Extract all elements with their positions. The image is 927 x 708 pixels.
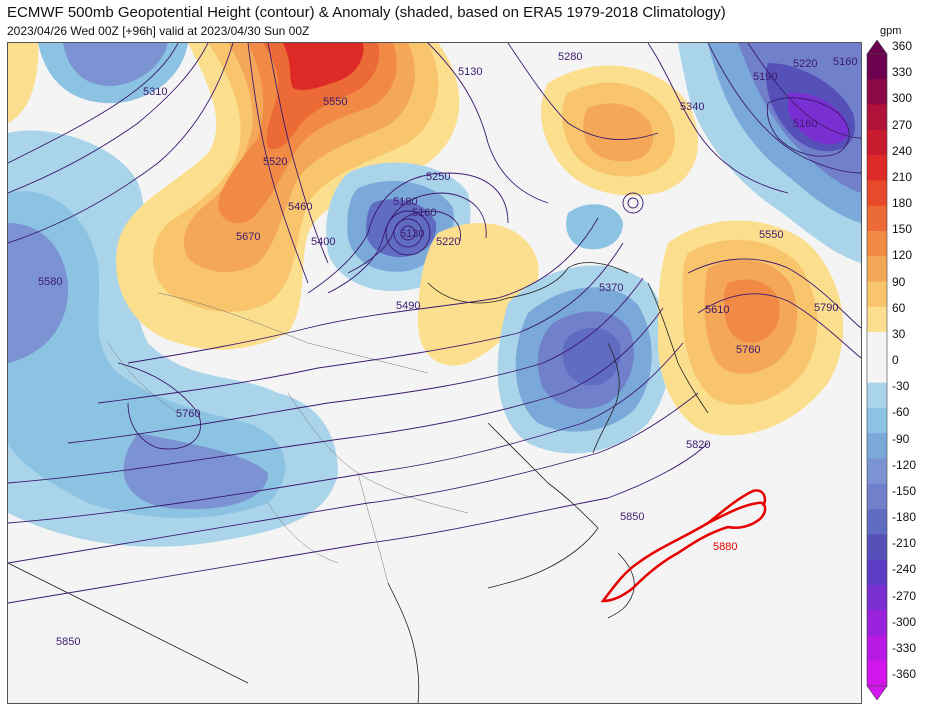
height-contours: [8, 43, 861, 604]
contour-label: 5220: [436, 236, 460, 248]
contour-label: 5160: [833, 56, 857, 68]
colorbar-tick-label: -30: [892, 379, 910, 394]
colorbar-swatch: [867, 104, 887, 131]
contour-label: 5820: [686, 439, 710, 451]
contour-label: 5340: [680, 101, 704, 113]
contour-label: 5400: [311, 236, 335, 248]
colorbar-swatch: [867, 534, 887, 561]
colorbar-tick-label: 240: [892, 143, 913, 158]
colorbar-swatch: [867, 155, 887, 181]
colorbar-tick-label: -90: [892, 431, 910, 446]
colorbar-swatch: [867, 584, 887, 611]
anomaly-shading: [8, 43, 861, 547]
contour-5880: [600, 489, 767, 603]
colorbar: [866, 39, 888, 705]
colorbar-swatch: [867, 129, 887, 156]
colorbar-tick-label: -330: [892, 640, 917, 655]
contour-label: 5460: [288, 201, 312, 213]
colorbar-tick-label: 0: [892, 353, 899, 367]
colorbar-swatch: [867, 230, 887, 257]
colorbar-swatch: [867, 610, 887, 636]
colorbar-swatch: [867, 180, 887, 207]
contour-label: 5880: [713, 541, 737, 553]
colorbar-tick-label: 60: [892, 300, 906, 315]
colorbar-tick-label: 120: [892, 248, 913, 263]
contour-label: 5490: [396, 300, 420, 312]
colorbar-tick-label: 300: [892, 91, 913, 106]
colorbar-tick-label: -210: [892, 536, 917, 551]
colorbar-swatch: [867, 382, 887, 409]
contour-label: 5550: [759, 229, 783, 241]
contour-label: 5850: [56, 636, 80, 648]
colorbar-tick-label: 330: [892, 65, 913, 80]
contour-label: 5130: [458, 66, 482, 78]
colorbar-swatch: [867, 205, 887, 232]
colorbar-svg: [866, 39, 888, 701]
colorbar-tick-label: -150: [892, 483, 917, 498]
colorbar-unit: gpm: [880, 25, 902, 37]
colorbar-swatch: [867, 407, 887, 434]
contour-label: 5580: [38, 276, 62, 288]
colorbar-tick-label: 150: [892, 222, 913, 237]
colorbar-swatch: [867, 281, 887, 308]
colorbar-tick-label: 210: [892, 169, 913, 184]
colorbar-tick-label: 360: [892, 39, 913, 53]
colorbar-swatch: [867, 332, 887, 358]
colorbar-tick-label: -270: [892, 588, 917, 603]
contour-label: 5610: [705, 304, 729, 316]
contour-label: 5160: [412, 207, 436, 219]
colorbar-swatch: [867, 458, 887, 485]
colorbar-tick-label: -240: [892, 562, 917, 577]
contour-label: 5220: [793, 58, 817, 70]
colorbar-tick-label: -60: [892, 405, 910, 420]
contour-label: 5130: [400, 228, 424, 240]
contour-label: 5250: [426, 171, 450, 183]
colorbar-tick-label: -120: [892, 457, 917, 472]
chart-subtitle: 2023/04/26 Wed 00Z [+96h] valid at 2023/…: [7, 24, 310, 38]
contour-label: 5550: [323, 96, 347, 108]
colorbar-swatch: [867, 509, 887, 535]
colorbar-tick-label: 270: [892, 117, 913, 132]
country-borders: [107, 292, 469, 584]
contour-label: 5180: [393, 196, 417, 208]
colorbar-swatch: [867, 660, 887, 687]
colorbar-tick-label: -360: [892, 667, 917, 681]
contour-label: 5670: [236, 231, 260, 243]
colorbar-swatch: [867, 559, 887, 586]
colorbar-swatch: [867, 635, 887, 662]
contour-label: 5760: [176, 408, 200, 420]
coastlines: [8, 262, 709, 703]
colorbar-tick-label: 90: [892, 274, 906, 289]
contour-label: 5310: [143, 86, 167, 98]
colorbar-swatch: [867, 256, 887, 283]
contour-label: 5160: [793, 118, 817, 130]
colorbar-bottom-arrow: [866, 685, 888, 701]
contour-label: 5760: [736, 344, 760, 356]
colorbar-tick-label: -180: [892, 510, 917, 524]
contour-label: 5790: [814, 302, 838, 314]
map-svg: 5310555055205460540056705580525051805160…: [8, 43, 861, 703]
colorbar-swatch: [867, 306, 887, 333]
contour-label: 5850: [620, 511, 644, 523]
colorbar-tick-label: 180: [892, 196, 913, 210]
contour-label: 5280: [558, 51, 582, 63]
contour-label: 5520: [263, 156, 287, 168]
colorbar-swatch: [867, 79, 887, 106]
colorbar-tick-label: 30: [892, 326, 906, 341]
colorbar-swatch: [867, 357, 887, 384]
contour-label: 5190: [753, 71, 777, 83]
chart-title: ECMWF 500mb Geopotential Height (contour…: [7, 4, 726, 21]
contour-label: 5370: [599, 282, 623, 294]
colorbar-top-arrow: [866, 39, 888, 55]
map-panel: 5310 5550 5520 5460 5400 5670 5580 5250 5180 5160…: [7, 42, 862, 704]
colorbar-swatch: [867, 483, 887, 510]
colorbar-tick-label: -300: [892, 614, 917, 629]
contour-labels: 5310555055205460540056705580525051805160…: [38, 51, 857, 648]
colorbar-swatch: [867, 433, 887, 459]
colorbar-swatch: [867, 54, 887, 80]
